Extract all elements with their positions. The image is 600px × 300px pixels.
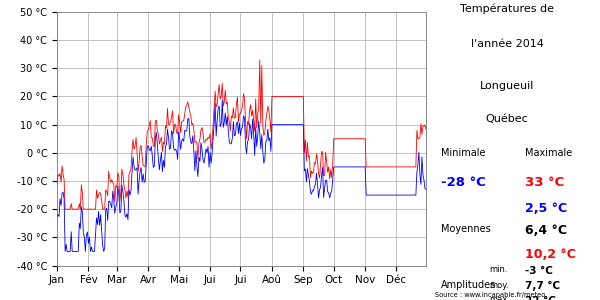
Text: Source : www.incapable.fr/meteo: Source : www.incapable.fr/meteo [435,292,545,298]
Text: Amplitudes: Amplitudes [441,280,496,290]
Text: 33 °C: 33 °C [525,176,564,188]
Text: 2,5 °C: 2,5 °C [525,202,567,215]
Text: Longueuil: Longueuil [480,81,534,91]
Text: 10,2 °C: 10,2 °C [525,248,576,260]
Text: Moyennes: Moyennes [441,224,491,233]
Text: l'année 2014: l'année 2014 [470,39,544,49]
Text: Québec: Québec [485,114,529,124]
Text: Maximale: Maximale [525,148,572,158]
Text: min.: min. [489,266,508,274]
Text: moy.: moy. [489,280,509,290]
Text: 6,4 °C: 6,4 °C [525,224,567,236]
Text: 7,7 °C: 7,7 °C [525,280,560,291]
Text: Minimale: Minimale [441,148,485,158]
Text: -3 °C: -3 °C [525,266,553,275]
Text: 22 °C: 22 °C [525,296,556,300]
Text: -28 °C: -28 °C [441,176,486,188]
Text: max.: max. [489,296,510,300]
Text: Températures de: Températures de [460,3,554,13]
